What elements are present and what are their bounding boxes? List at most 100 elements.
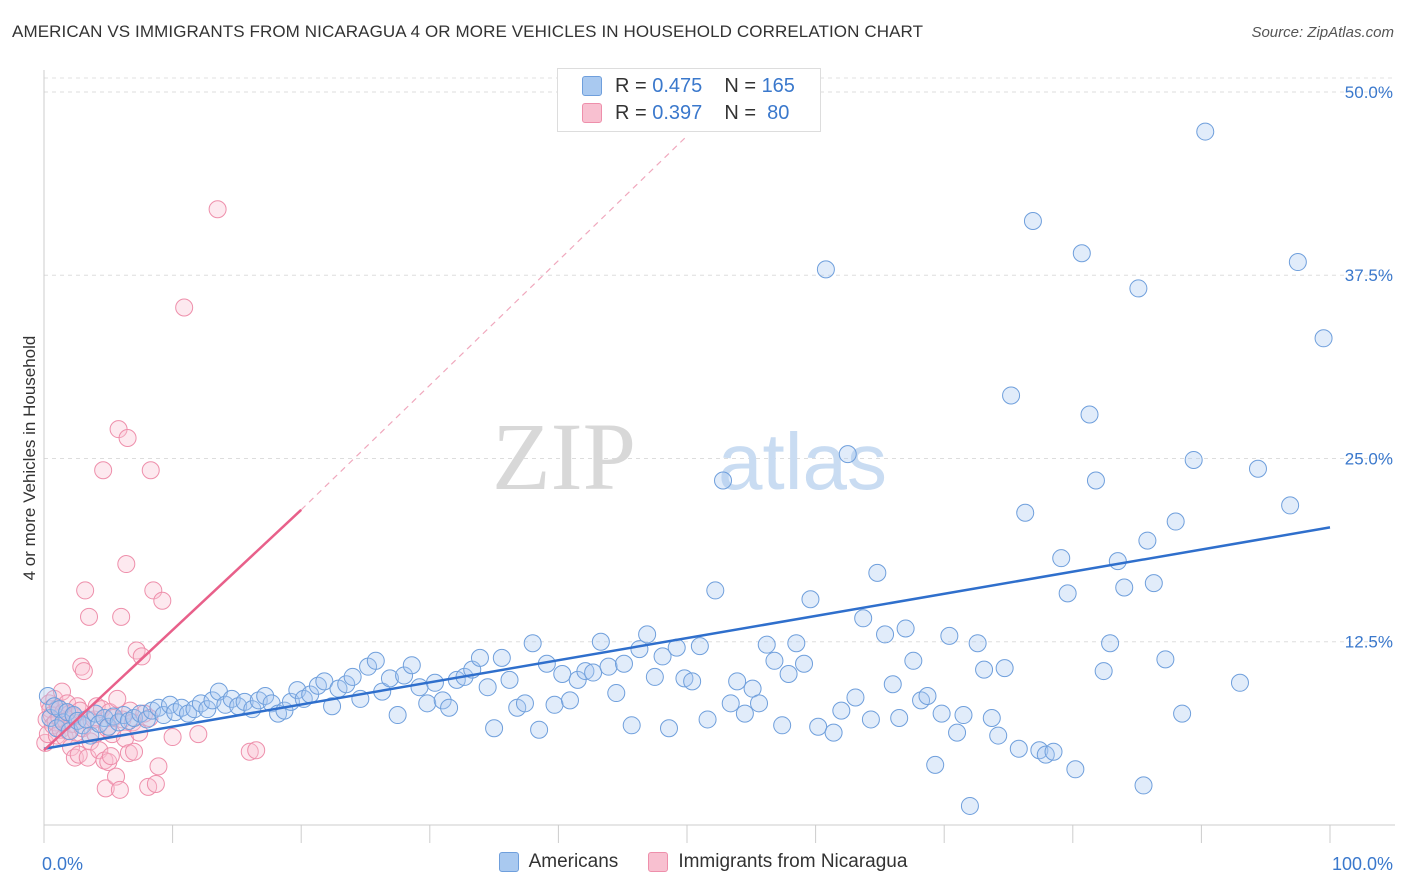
nicaragua-point — [149, 757, 168, 776]
americans-point — [380, 669, 399, 688]
americans-point — [1166, 512, 1185, 531]
nicaragua-point — [80, 607, 99, 626]
americans-point — [440, 698, 459, 717]
series-americans-points — [38, 122, 1333, 815]
nicaragua-point — [94, 461, 113, 480]
americans-point — [1230, 673, 1249, 692]
americans-point — [714, 471, 733, 490]
americans-point — [470, 648, 489, 667]
americans-point — [86, 704, 105, 723]
americans-point — [926, 755, 945, 774]
chart-title: AMERICAN VS IMMIGRANTS FROM NICARAGUA 4 … — [12, 22, 924, 41]
nicaragua-point — [118, 428, 137, 447]
americans-point — [1086, 471, 1105, 490]
americans-point — [1072, 244, 1091, 263]
americans-point — [1173, 704, 1192, 723]
americans-trend-line — [43, 526, 1331, 750]
nicaragua-n-value: 80 — [767, 101, 790, 124]
americans-point — [735, 704, 754, 723]
americans-point — [1023, 212, 1042, 230]
americans-point — [323, 697, 342, 716]
americans-point — [989, 726, 1008, 745]
nicaragua-point — [132, 647, 151, 666]
americans-point — [1052, 549, 1071, 568]
americans-point — [1281, 496, 1300, 515]
y-tick-label: 25.0% — [1345, 449, 1393, 468]
americans-point — [883, 675, 902, 694]
nicaragua-r-value: 0.397 — [652, 101, 703, 124]
americans-point — [38, 686, 57, 705]
nicaragua-swatch — [582, 103, 602, 123]
americans-point — [706, 581, 725, 600]
americans-point — [890, 708, 909, 727]
y-axis-label: 4 or more Vehicles in Household — [20, 335, 39, 581]
nicaragua-point — [125, 742, 144, 761]
americans-point — [795, 654, 814, 673]
nicaragua-legend-label: Immigrants from Nicaragua — [678, 851, 908, 872]
legend-row-americans: R = 0.475 N = 165 — [582, 73, 795, 99]
americans-point — [854, 609, 873, 628]
americans-point — [861, 710, 880, 729]
americans-point — [645, 667, 664, 686]
americans-point — [960, 796, 979, 815]
americans-point — [765, 651, 784, 670]
americans-point — [876, 625, 895, 644]
americans-point — [1016, 503, 1035, 522]
americans-point — [1196, 122, 1215, 141]
americans-point — [599, 657, 618, 676]
x-tick-label-min: 0.0% — [42, 854, 83, 874]
nicaragua-point — [175, 298, 194, 317]
americans-point — [787, 634, 806, 653]
americans-point — [1066, 760, 1085, 779]
americans-point — [614, 654, 633, 673]
americans-point — [402, 656, 421, 675]
bottom-legend: Americans Immigrants from Nicaragua — [0, 851, 1406, 873]
americans-point — [622, 716, 641, 735]
r-label: R = — [615, 74, 647, 97]
nicaragua-point — [53, 682, 72, 701]
americans-legend-label: Americans — [528, 851, 619, 872]
americans-point — [1108, 552, 1127, 571]
nicaragua-point — [74, 662, 93, 681]
americans-point — [904, 651, 923, 670]
n-label: N = — [724, 101, 756, 124]
americans-point — [256, 686, 275, 705]
nicaragua-point — [112, 607, 131, 626]
americans-point — [683, 672, 702, 691]
legend-item-nicaragua[interactable]: Immigrants from Nicaragua — [648, 851, 907, 873]
nicaragua-point — [153, 591, 172, 610]
legend-item-americans[interactable]: Americans — [498, 851, 619, 873]
americans-point — [832, 701, 851, 720]
americans-point — [523, 634, 542, 653]
americans-point — [137, 710, 156, 729]
americans-point — [1058, 584, 1077, 603]
americans-point — [838, 445, 857, 464]
americans-point — [95, 708, 114, 727]
americans-point — [918, 686, 937, 705]
axes — [43, 70, 1395, 843]
americans-point — [932, 704, 951, 723]
americans-point — [591, 632, 610, 651]
americans-point — [515, 694, 534, 713]
americans-point — [418, 694, 437, 713]
tick-labels: 12.5% 25.0% 37.5% 50.0% 0.0% 100.0% — [42, 83, 1393, 874]
watermark-zip: ZIP — [492, 403, 636, 510]
americans-point — [653, 647, 672, 666]
americans-point — [315, 672, 334, 691]
americans-point — [607, 684, 626, 703]
americans-point — [757, 635, 776, 654]
americans-r-value: 0.475 — [652, 74, 703, 97]
americans-point — [801, 590, 820, 609]
gridlines — [44, 77, 1395, 643]
americans-point — [478, 678, 497, 697]
nicaragua-point — [163, 728, 182, 747]
americans-point — [948, 723, 967, 742]
americans-point — [1101, 634, 1120, 653]
americans-point — [395, 666, 414, 685]
americans-point — [824, 723, 843, 742]
nicaragua-point — [110, 780, 129, 799]
americans-point — [816, 260, 835, 279]
r-label: R = — [615, 101, 647, 124]
nicaragua-point — [96, 779, 115, 798]
nicaragua-point — [240, 742, 259, 761]
